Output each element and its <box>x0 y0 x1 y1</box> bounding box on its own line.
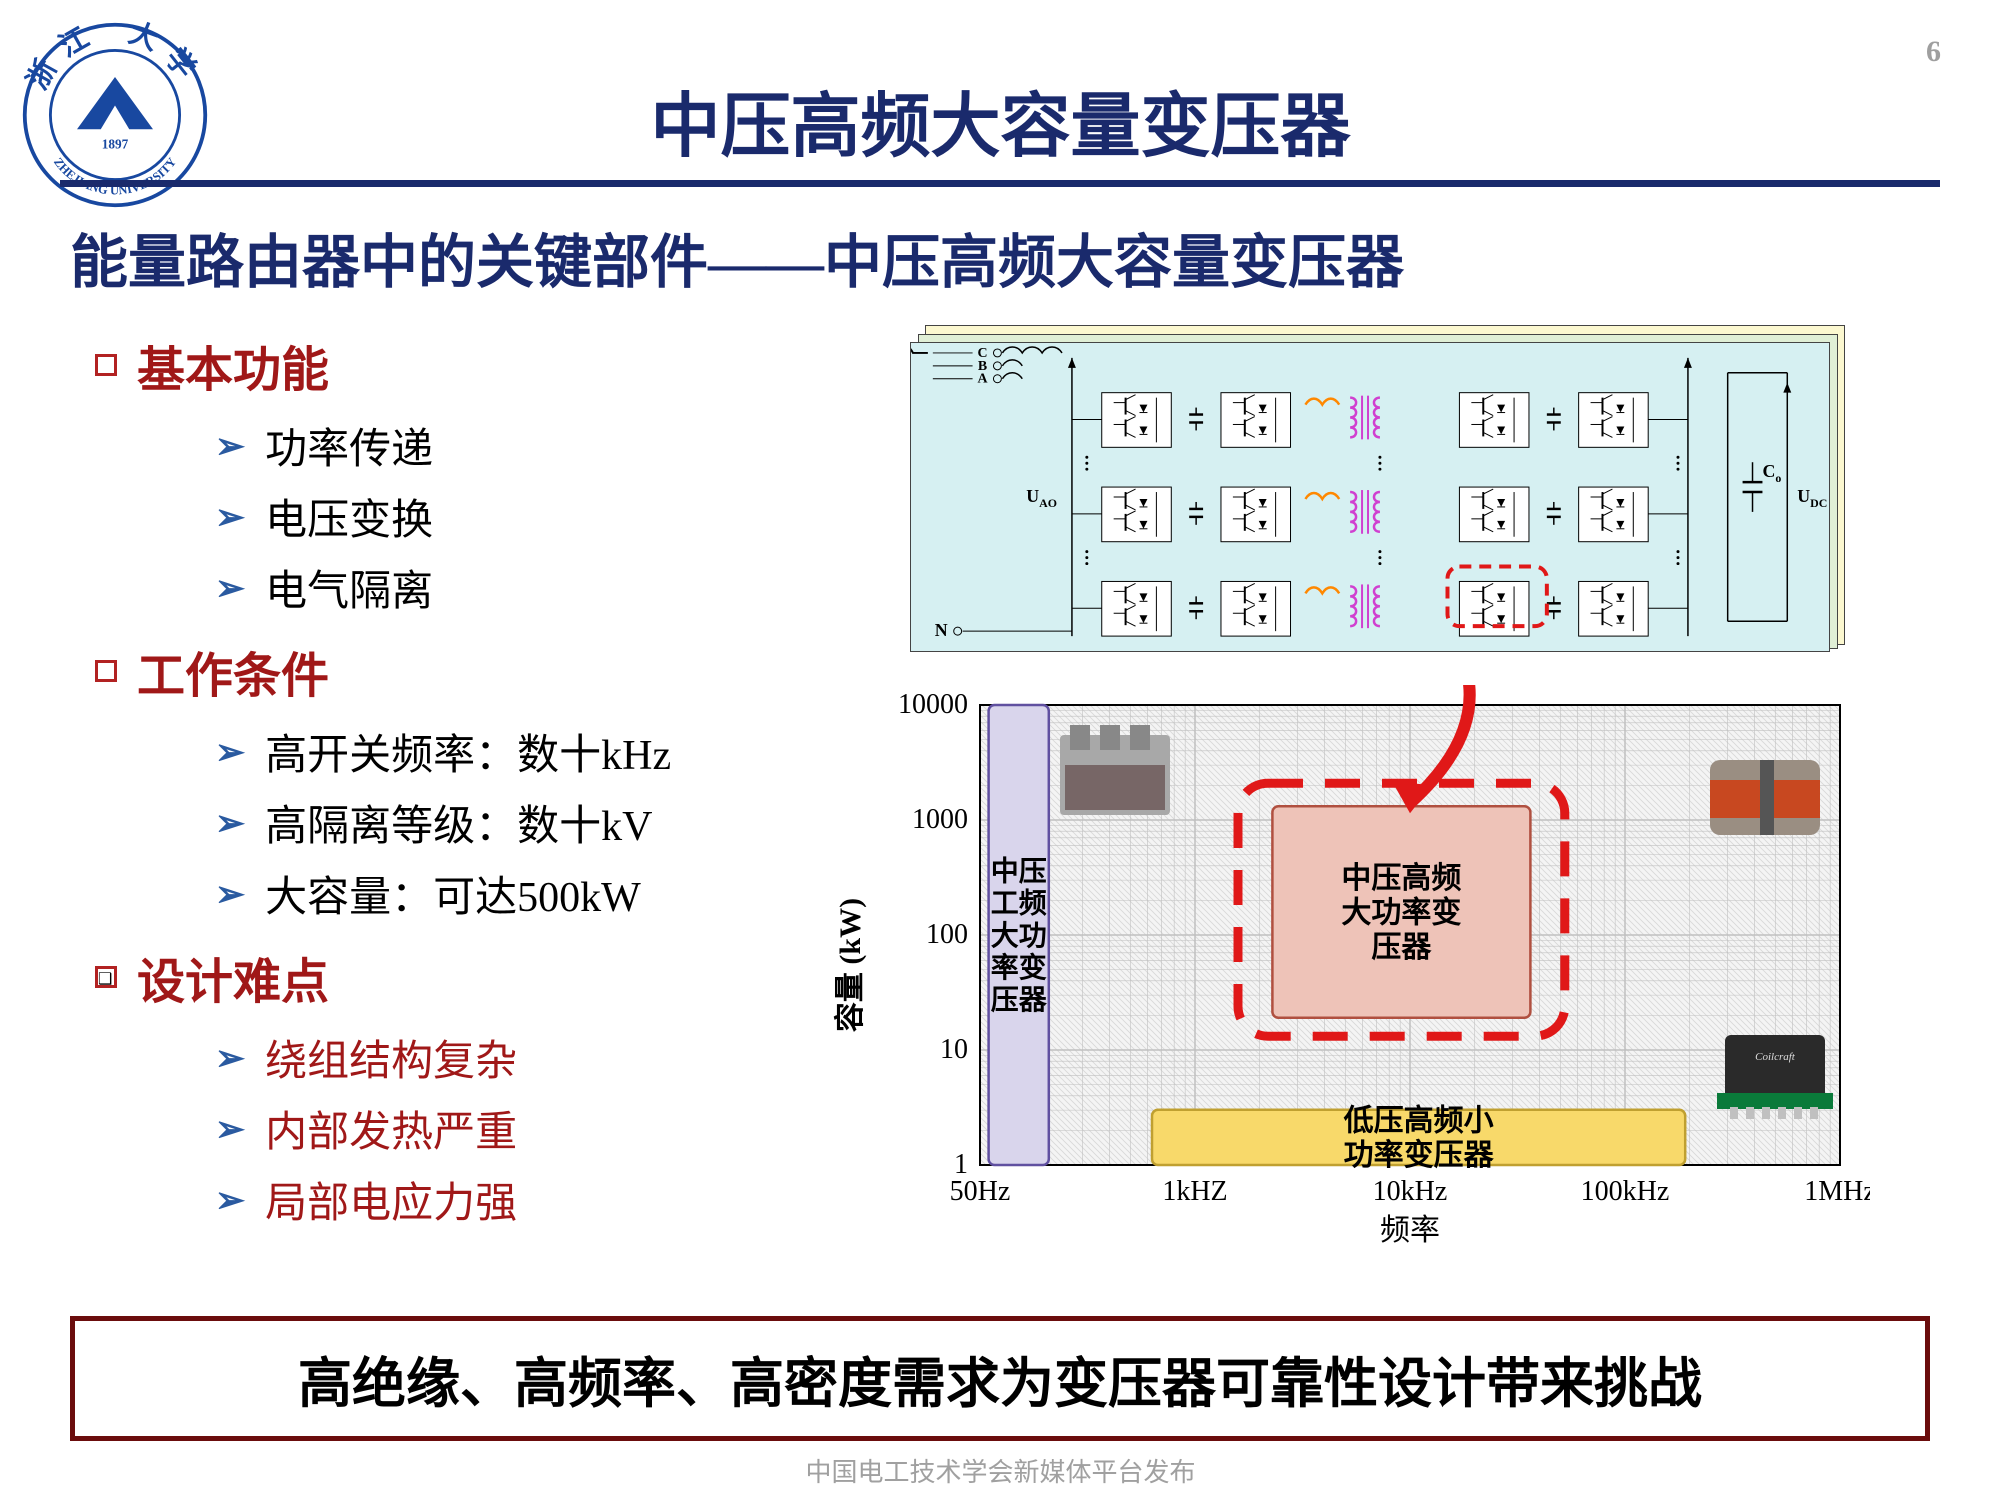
svg-text:1000: 1000 <box>912 804 968 835</box>
circuit-diagram: C B A UAO N <box>925 325 1845 645</box>
page-number: 6 <box>1926 35 1941 69</box>
bullet-text: 功率传递 <box>265 415 433 476</box>
svg-text:UDC: UDC <box>1797 486 1827 510</box>
section-3: ❑ 设计难点 ➢ 绕组结构复杂 ➢ 内部发热严重 ➢ 局部电应力强 <box>95 942 815 1230</box>
svg-text:压器: 压器 <box>991 985 1048 1016</box>
page-title: 中压高频大容量变压器 <box>0 70 2001 171</box>
svg-text:大功: 大功 <box>991 920 1047 952</box>
svg-text:压器: 压器 <box>1371 931 1432 964</box>
square-bullet-icon: ❑ <box>95 966 117 988</box>
bullet-text: 高隔离等级：数十kV <box>265 792 652 853</box>
arrow-icon: ➢ <box>215 1179 245 1221</box>
arrow-icon: ➢ <box>215 802 245 844</box>
outline-panel: 基本功能 ➢ 功率传递 ➢ 电压变换 ➢ 电气隔离 工作条件 ➢ 高开关频率：数十kHz… <box>95 330 815 1248</box>
square-bullet-icon <box>95 660 117 682</box>
svg-text:低压高频小: 低压高频小 <box>1343 1105 1494 1138</box>
capacity-frequency-chart: 容量 (kW) 频率 11010010001000050Hz1kHZ10kHz1… <box>830 685 1870 1245</box>
section-heading: 基本功能 <box>137 330 329 400</box>
arrow-icon: ➢ <box>215 1037 245 1079</box>
svg-text:大功率变: 大功率变 <box>1341 896 1461 930</box>
svg-text:10kHz: 10kHz <box>1373 1176 1448 1207</box>
bullet-text: 绕组结构复杂 <box>265 1027 517 1088</box>
svg-text:Co: Co <box>1762 461 1781 485</box>
conclusion-text: 高绝缘、高频率、高密度需求为变压器可靠性设计带来挑战 <box>298 1354 1702 1414</box>
arrow-icon: ➢ <box>215 567 245 609</box>
conclusion-box: 高绝缘、高频率、高密度需求为变压器可靠性设计带来挑战 <box>70 1316 1930 1441</box>
svg-text:50Hz: 50Hz <box>950 1176 1011 1207</box>
title-divider <box>60 180 1940 187</box>
square-bullet-icon <box>95 354 117 376</box>
bullet-text: 高开关频率：数十kHz <box>265 721 671 782</box>
svg-text:100kHz: 100kHz <box>1581 1176 1670 1207</box>
bullet-text: 大容量：可达500kW <box>265 863 641 924</box>
svg-text:容量 (kW): 容量 (kW) <box>834 898 867 1032</box>
section-heading: 设计难点 <box>137 942 329 1012</box>
arrow-icon: ➢ <box>215 731 245 773</box>
page-subtitle: 能量路由器中的关键部件——中压高频大容量变压器 <box>70 215 1404 299</box>
svg-text:频率: 频率 <box>1380 1214 1440 1245</box>
bullet-text: 局部电应力强 <box>265 1169 517 1230</box>
arrow-icon: ➢ <box>215 496 245 538</box>
svg-text:中压高频: 中压高频 <box>1341 862 1461 895</box>
bullet-text: 电压变换 <box>265 486 433 547</box>
section-heading: 工作条件 <box>137 636 329 706</box>
svg-text:率变: 率变 <box>991 951 1047 984</box>
section-1: 基本功能 ➢ 功率传递 ➢ 电压变换 ➢ 电气隔离 <box>95 330 815 618</box>
svg-text:中压: 中压 <box>991 855 1047 887</box>
svg-text:1MHz: 1MHz <box>1804 1176 1870 1207</box>
svg-text:100: 100 <box>926 919 968 950</box>
section-2: 工作条件 ➢ 高开关频率：数十kHz ➢ 高隔离等级：数十kV ➢ 大容量：可达500… <box>95 636 815 924</box>
svg-text:A: A <box>977 372 987 387</box>
svg-text:10: 10 <box>940 1034 968 1065</box>
svg-text:10000: 10000 <box>898 689 968 720</box>
bullet-text: 内部发热严重 <box>265 1098 517 1159</box>
svg-text:功率变压器: 功率变压器 <box>1344 1138 1495 1172</box>
footer-text: 中国电工技术学会新媒体平台发布 <box>0 1452 2001 1489</box>
svg-text:Coilcraft: Coilcraft <box>1755 1051 1796 1063</box>
svg-text:UAO: UAO <box>1026 486 1057 510</box>
bullet-text: 电气隔离 <box>265 557 433 618</box>
arrow-icon: ➢ <box>215 425 245 467</box>
arrow-icon: ➢ <box>215 1108 245 1150</box>
arrow-icon: ➢ <box>215 873 245 915</box>
svg-text:1kHZ: 1kHZ <box>1162 1176 1227 1207</box>
svg-text:N: N <box>935 620 948 640</box>
svg-text:工频: 工频 <box>991 888 1047 920</box>
